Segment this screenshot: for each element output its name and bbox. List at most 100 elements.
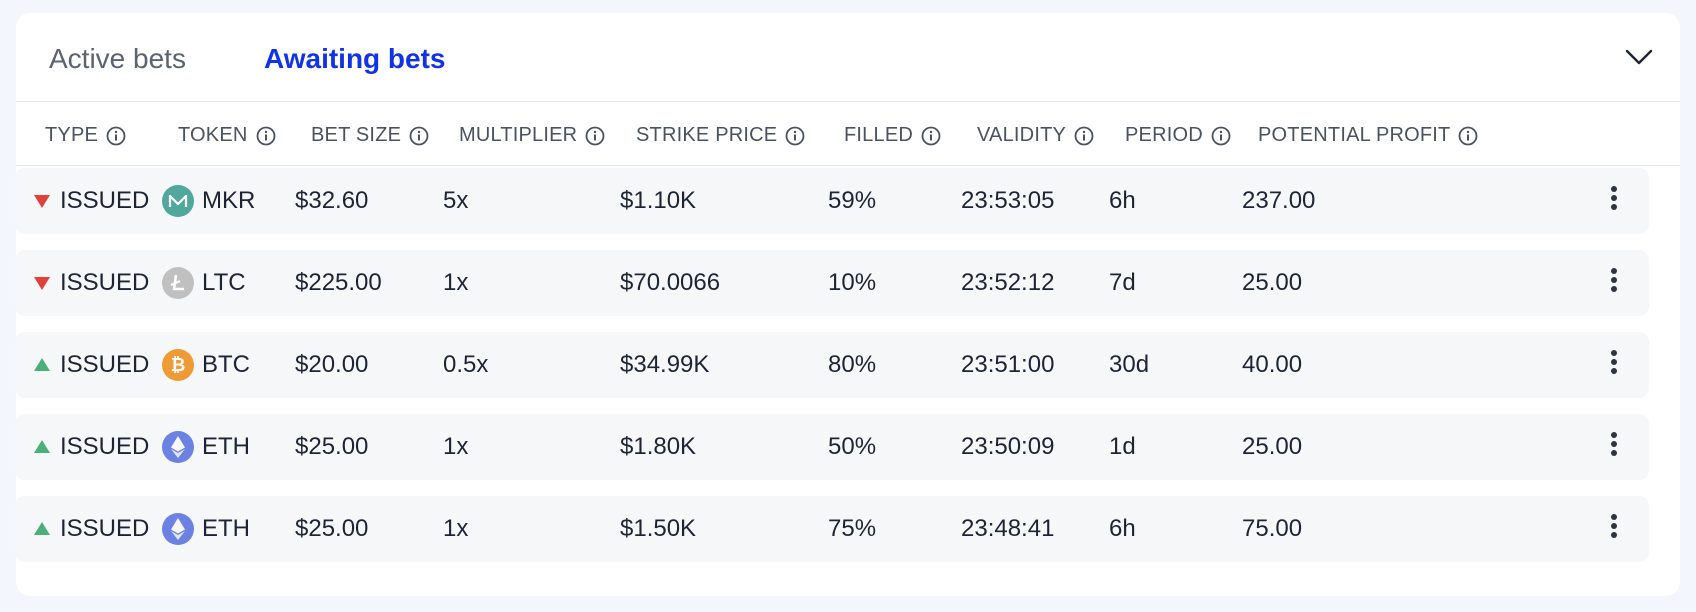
info-icon[interactable]	[256, 126, 276, 146]
table-row[interactable]: ISSUED ETH $25.00 1x $1.50K 75% 23:48:41…	[15, 496, 1649, 562]
potential-profit: 75.00	[1242, 515, 1303, 542]
column-label: STRIKE PRICE	[636, 124, 778, 146]
column-header-token: TOKEN	[178, 124, 276, 147]
table-row[interactable]: ISSUED LTC $225.00 1x $70.0066 10% 23:52…	[15, 250, 1649, 316]
filled: 75%	[828, 515, 877, 542]
token-symbol: LTC	[202, 269, 246, 296]
table-row[interactable]: ISSUED ₿ BTC $20.00 0.5x $34.99K 80% 23:…	[15, 332, 1649, 398]
table-header: TYPE TOKEN BET SIZE MULTIPLIER STRIKE PR…	[16, 102, 1680, 166]
filled: 50%	[828, 433, 877, 460]
info-icon[interactable]	[1211, 126, 1231, 146]
table-row[interactable]: ISSUED MKR $32.60 5x $1.10K 59% 23:53:05…	[15, 168, 1649, 234]
token-cell: MKR	[162, 168, 255, 234]
strike-price: $1.80K	[620, 433, 697, 460]
potential-profit: 25.00	[1242, 433, 1303, 460]
filled: 10%	[828, 269, 877, 296]
info-icon[interactable]	[1074, 126, 1094, 146]
column-header-period: PERIOD	[1125, 124, 1231, 147]
column-label: TYPE	[45, 124, 99, 146]
bet-size: $25.00	[295, 515, 369, 542]
column-header-strike-price: STRIKE PRICE	[636, 124, 805, 147]
column-label: TOKEN	[178, 124, 248, 146]
multiplier: 1x	[443, 515, 469, 542]
tab-active-bets[interactable]: Active bets	[49, 43, 186, 74]
column-label: FILLED	[844, 124, 914, 146]
column-label: MULTIPLIER	[459, 124, 578, 146]
tab-awaiting-bets[interactable]: Awaiting bets	[264, 43, 446, 74]
ethereum-icon	[162, 513, 194, 545]
strike-price: $1.50K	[620, 515, 697, 542]
info-icon[interactable]	[106, 126, 126, 146]
type-cell: ISSUED	[31, 414, 149, 480]
token-cell: ETH	[162, 496, 250, 562]
multiplier: 1x	[443, 269, 469, 296]
chevron-down-icon[interactable]	[1624, 45, 1654, 69]
info-icon[interactable]	[1458, 126, 1478, 146]
info-icon[interactable]	[921, 126, 941, 146]
column-header-filled: FILLED	[844, 124, 941, 147]
column-header-multiplier: MULTIPLIER	[459, 124, 605, 147]
validity: 23:52:12	[961, 269, 1055, 296]
bitcoin-icon: ₿	[162, 349, 194, 381]
column-header-bet-size: BET SIZE	[311, 124, 429, 147]
potential-profit: 40.00	[1242, 351, 1303, 378]
type-cell: ISSUED	[31, 496, 149, 562]
bet-size: $25.00	[295, 433, 369, 460]
info-icon[interactable]	[785, 126, 805, 146]
ethereum-icon	[162, 431, 194, 463]
period: 1d	[1109, 433, 1136, 460]
more-options-icon[interactable]	[1609, 514, 1619, 544]
multiplier: 0.5x	[443, 351, 489, 378]
type-label: ISSUED	[60, 433, 150, 460]
column-label: POTENTIAL PROFIT	[1258, 124, 1451, 146]
potential-profit: 25.00	[1242, 269, 1303, 296]
more-options-icon[interactable]	[1609, 432, 1619, 462]
column-header-validity: VALIDITY	[977, 124, 1094, 147]
bet-size: $20.00	[295, 351, 369, 378]
strike-price: $1.10K	[620, 187, 697, 214]
type-label: ISSUED	[60, 515, 150, 542]
token-cell: ₿ BTC	[162, 332, 250, 398]
validity: 23:53:05	[961, 187, 1055, 214]
arrow-up-icon	[34, 440, 50, 453]
filled: 59%	[828, 187, 877, 214]
token-symbol: ETH	[202, 515, 250, 542]
validity: 23:48:41	[961, 515, 1055, 542]
info-icon[interactable]	[585, 126, 605, 146]
filled: 80%	[828, 351, 877, 378]
tab-bar: Active bets Awaiting bets	[16, 13, 1680, 102]
type-cell: ISSUED	[31, 250, 149, 316]
token-cell: LTC	[162, 250, 246, 316]
token-cell: ETH	[162, 414, 250, 480]
type-label: ISSUED	[60, 187, 150, 214]
type-cell: ISSUED	[31, 332, 149, 398]
column-label: PERIOD	[1125, 124, 1203, 146]
validity: 23:51:00	[961, 351, 1055, 378]
table-row[interactable]: ISSUED ETH $25.00 1x $1.80K 50% 23:50:09…	[15, 414, 1649, 480]
litecoin-icon	[162, 267, 194, 299]
bets-table-body: ISSUED MKR $32.60 5x $1.10K 59% 23:53:05…	[15, 168, 1649, 578]
svg-text:₿: ₿	[171, 355, 186, 376]
period: 6h	[1109, 515, 1136, 542]
bet-size: $32.60	[295, 187, 369, 214]
column-header-type: TYPE	[45, 124, 126, 147]
bet-size: $225.00	[295, 269, 382, 296]
type-label: ISSUED	[60, 269, 150, 296]
multiplier: 5x	[443, 187, 469, 214]
more-options-icon[interactable]	[1609, 350, 1619, 380]
token-symbol: BTC	[202, 351, 250, 378]
period: 7d	[1109, 269, 1136, 296]
column-header-potential-profit: POTENTIAL PROFIT	[1258, 124, 1478, 147]
type-label: ISSUED	[60, 351, 150, 378]
token-symbol: ETH	[202, 433, 250, 460]
strike-price: $70.0066	[620, 269, 721, 296]
arrow-up-icon	[34, 358, 50, 371]
more-options-icon[interactable]	[1609, 268, 1619, 298]
column-label: BET SIZE	[311, 124, 402, 146]
info-icon[interactable]	[409, 126, 429, 146]
arrow-up-icon	[34, 522, 50, 535]
potential-profit: 237.00	[1242, 187, 1316, 214]
more-options-icon[interactable]	[1609, 186, 1619, 216]
maker-icon	[162, 185, 194, 217]
column-label: VALIDITY	[977, 124, 1067, 146]
